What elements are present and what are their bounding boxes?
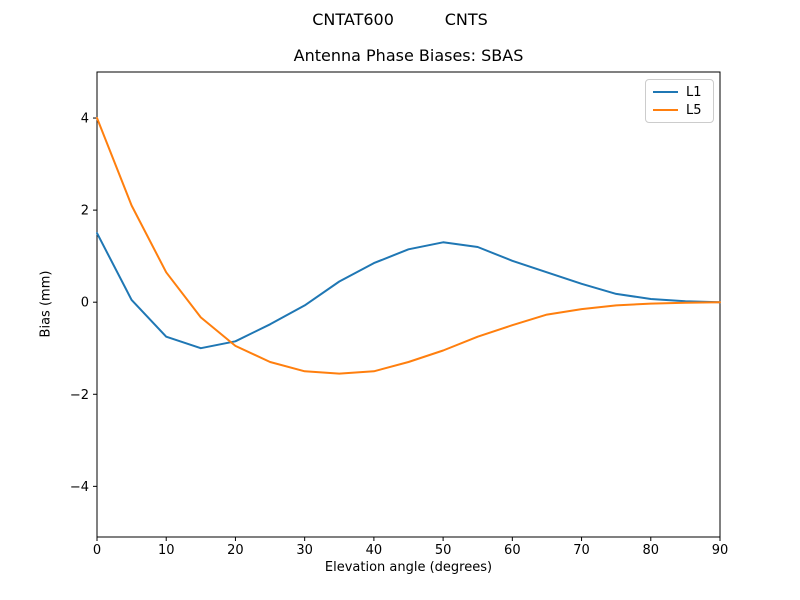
x-tick-label: 70	[573, 543, 590, 558]
legend-label: L1	[686, 84, 702, 100]
figure-suptitle: CNTAT600 CNTS	[312, 10, 488, 29]
x-tick-label: 80	[643, 543, 660, 558]
chart-title: Antenna Phase Biases: SBAS	[293, 46, 524, 65]
y-tick-label: −4	[70, 480, 89, 495]
line-L5	[96, 117, 721, 375]
x-tick-label: 10	[158, 543, 175, 558]
line-L1	[96, 232, 721, 350]
axes-frame	[96, 71, 721, 538]
x-tick-label: 20	[227, 543, 244, 558]
plot-contents: 0 10 20 30 40 50 60 70 80 90 −4 −2 0 2 4	[70, 71, 729, 558]
x-tick-label: 90	[712, 543, 729, 558]
x-tick-label: 0	[93, 543, 101, 558]
y-tick-label: 4	[81, 112, 89, 127]
x-tick-label: 40	[366, 543, 383, 558]
x-tick-label: 30	[296, 543, 313, 558]
y-axis-label: Bias (mm)	[38, 270, 54, 338]
x-tick-label: 50	[435, 543, 452, 558]
y-tick-label: −2	[70, 388, 89, 403]
legend-item-L1: L1	[653, 83, 706, 101]
legend-box: L1 L5	[645, 79, 714, 123]
x-axis-label: Elevation angle (degrees)	[324, 560, 493, 575]
y-tick-label: 2	[81, 204, 89, 219]
y-tick-label: 0	[81, 296, 89, 311]
legend-line-sample	[653, 109, 678, 111]
x-tick-label: 60	[504, 543, 521, 558]
legend-item-L5: L5	[653, 101, 706, 119]
legend-line-sample	[653, 91, 678, 93]
legend-label: L5	[686, 102, 702, 118]
